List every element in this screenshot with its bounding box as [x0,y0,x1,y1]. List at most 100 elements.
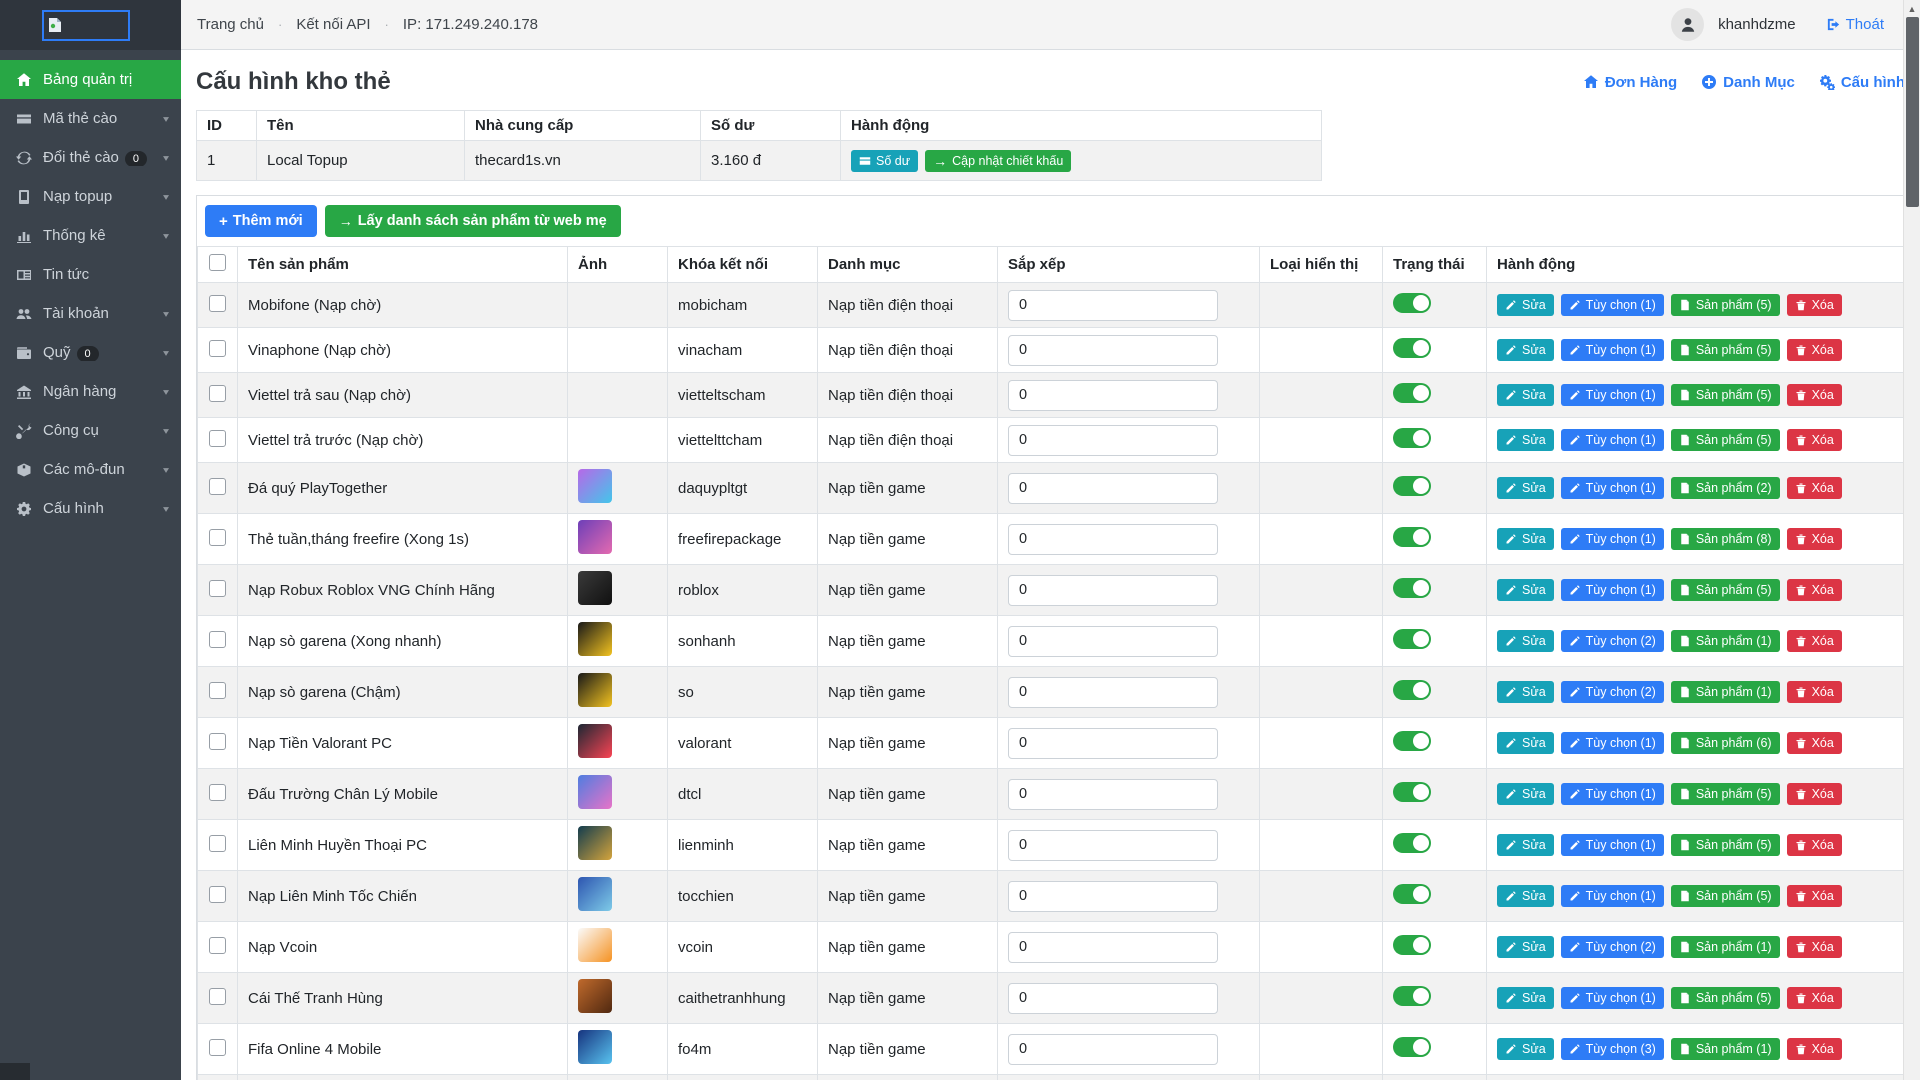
row-checkbox[interactable] [209,528,226,546]
sidebar-item-bang-quan-tri[interactable]: Bảng quản trị [0,60,181,99]
sort-input[interactable] [1008,424,1218,456]
status-toggle[interactable] [1393,383,1431,403]
edit-button[interactable]: Sửa [1497,936,1554,958]
row-checkbox[interactable] [209,987,226,1005]
sort-input[interactable] [1008,289,1218,321]
breadcrumb-item-ket-noi-api[interactable]: Kết nối API [296,16,371,33]
sort-input[interactable] [1008,931,1218,963]
options-button[interactable]: Tùy chọn (1) [1560,384,1664,406]
sort-input[interactable] [1008,625,1218,657]
row-checkbox[interactable] [209,936,226,954]
options-button[interactable]: Tùy chọn (1) [1560,339,1664,361]
status-toggle[interactable] [1393,833,1431,853]
sort-input[interactable] [1008,574,1218,606]
status-toggle[interactable] [1393,935,1431,955]
sidebar-item-thong-ke[interactable]: Thống kê ▾ [0,216,181,255]
sidebar-item-quy[interactable]: Quỹ 0 ▾ [0,333,181,372]
row-checkbox[interactable] [209,339,226,357]
sort-input[interactable] [1008,982,1218,1014]
sort-input[interactable] [1008,334,1218,366]
edit-button[interactable]: Sửa [1497,384,1554,406]
status-toggle[interactable] [1393,782,1431,802]
options-button[interactable]: Tùy chọn (2) [1560,936,1664,958]
sort-input[interactable] [1008,676,1218,708]
sidebar-item-cau-hinh[interactable]: Cấu hình ▾ [0,489,181,528]
options-button[interactable]: Tùy chọn (1) [1560,477,1664,499]
edit-button[interactable]: Sửa [1497,834,1554,856]
status-toggle[interactable] [1393,338,1431,358]
products-button[interactable]: Sản phẩm (5) [1670,885,1780,907]
sort-input[interactable] [1008,379,1218,411]
options-button[interactable]: Tùy chọn (1) [1560,834,1664,856]
delete-button[interactable]: Xóa [1786,477,1842,499]
edit-button[interactable]: Sửa [1497,630,1554,652]
sidebar-item-cac-mo-dun[interactable]: Các mô-đun ▾ [0,450,181,489]
products-button[interactable]: Sản phẩm (1) [1670,936,1780,958]
status-toggle[interactable] [1393,680,1431,700]
status-toggle[interactable] [1393,731,1431,751]
delete-button[interactable]: Xóa [1786,294,1842,316]
delete-button[interactable]: Xóa [1786,885,1842,907]
quick-link-cau-hinh[interactable]: Cấu hình [1819,74,1905,91]
avatar[interactable] [1671,8,1705,41]
update-discount-button[interactable]: → Cập nhật chiết khấu [925,149,1072,172]
delete-button[interactable]: Xóa [1786,732,1842,754]
select-all-checkbox[interactable] [209,254,226,271]
row-checkbox[interactable] [209,579,226,597]
sort-input[interactable] [1008,880,1218,912]
options-button[interactable]: Tùy chọn (1) [1560,528,1664,550]
products-button[interactable]: Sản phẩm (5) [1670,339,1780,361]
products-button[interactable]: Sản phẩm (5) [1670,384,1780,406]
options-button[interactable]: Tùy chọn (1) [1560,732,1664,754]
status-toggle[interactable] [1393,629,1431,649]
row-checkbox[interactable] [209,834,226,852]
quick-link-danh-muc[interactable]: Danh Mục [1701,74,1795,91]
options-button[interactable]: Tùy chọn (1) [1560,885,1664,907]
sort-input[interactable] [1008,829,1218,861]
delete-button[interactable]: Xóa [1786,339,1842,361]
edit-button[interactable]: Sửa [1497,429,1554,451]
edit-button[interactable]: Sửa [1497,732,1554,754]
sort-input[interactable] [1008,472,1218,504]
scrollbar-thumb[interactable] [1906,17,1919,207]
sort-input[interactable] [1008,1033,1218,1065]
products-button[interactable]: Sản phẩm (2) [1670,477,1780,499]
options-button[interactable]: Tùy chọn (3) [1560,1038,1664,1060]
edit-button[interactable]: Sửa [1497,1038,1554,1060]
options-button[interactable]: Tùy chọn (2) [1560,630,1664,652]
options-button[interactable]: Tùy chọn (1) [1560,429,1664,451]
products-button[interactable]: Sản phẩm (5) [1670,429,1780,451]
row-checkbox[interactable] [209,885,226,903]
edit-button[interactable]: Sửa [1497,528,1554,550]
edit-button[interactable]: Sửa [1497,783,1554,805]
delete-button[interactable]: Xóa [1786,987,1842,1009]
status-toggle[interactable] [1393,293,1431,313]
options-button[interactable]: Tùy chọn (1) [1560,579,1664,601]
sort-input[interactable] [1008,523,1218,555]
options-button[interactable]: Tùy chọn (1) [1560,294,1664,316]
add-new-button[interactable]: + Thêm mới [205,205,317,237]
username[interactable]: khanhdzme [1718,16,1796,33]
edit-button[interactable]: Sửa [1497,294,1554,316]
delete-button[interactable]: Xóa [1786,783,1842,805]
sidebar-item-nap-topup[interactable]: Nạp topup ▾ [0,177,181,216]
vertical-scrollbar[interactable]: ▲ [1903,0,1920,1080]
products-button[interactable]: Sản phẩm (1) [1670,1038,1780,1060]
brand-area[interactable] [0,0,181,50]
delete-button[interactable]: Xóa [1786,681,1842,703]
sort-input[interactable] [1008,727,1218,759]
sidebar-item-tai-khoan[interactable]: Tài khoản ▾ [0,294,181,333]
delete-button[interactable]: Xóa [1786,630,1842,652]
breadcrumb-item-trang-chu[interactable]: Trang chủ [197,16,264,33]
edit-button[interactable]: Sửa [1497,681,1554,703]
delete-button[interactable]: Xóa [1786,834,1842,856]
scrollbar-up-arrow[interactable]: ▲ [1907,3,1917,14]
delete-button[interactable]: Xóa [1786,528,1842,550]
edit-button[interactable]: Sửa [1497,987,1554,1009]
edit-button[interactable]: Sửa [1497,885,1554,907]
products-button[interactable]: Sản phẩm (5) [1670,294,1780,316]
fetch-products-button[interactable]: → Lấy danh sách sản phẩm từ web mẹ [324,205,621,237]
products-button[interactable]: Sản phẩm (6) [1670,732,1780,754]
options-button[interactable]: Tùy chọn (2) [1560,681,1664,703]
products-button[interactable]: Sản phẩm (5) [1670,783,1780,805]
